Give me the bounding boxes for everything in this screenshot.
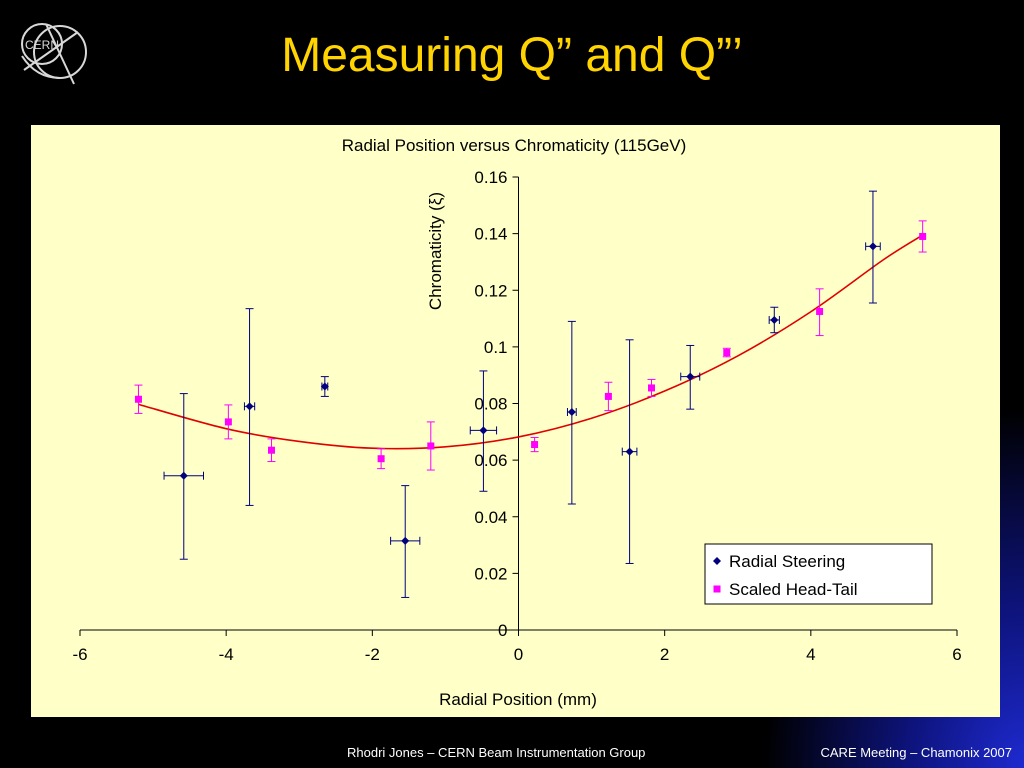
- x-tick-label: 4: [806, 645, 815, 664]
- y-tick-label: 0.14: [474, 225, 507, 244]
- data-point-scaled-head-tail: [224, 418, 232, 426]
- y-tick-label: 0.12: [474, 281, 507, 300]
- x-tick-label: -2: [365, 645, 380, 664]
- data-point-scaled-head-tail: [723, 349, 731, 357]
- data-point-scaled-head-tail: [816, 307, 824, 315]
- data-point-scaled-head-tail: [377, 455, 385, 463]
- chart-title: Radial Position versus Chromaticity (115…: [342, 136, 687, 155]
- footer-left: Rhodri Jones – CERN Beam Instrumentation…: [347, 745, 646, 760]
- data-point-scaled-head-tail: [604, 392, 612, 400]
- chart: Radial Position versus Chromaticity (115…: [72, 136, 961, 709]
- data-point-scaled-head-tail: [134, 395, 142, 403]
- y-axis-label: Chromaticity (ξ): [426, 192, 445, 310]
- data-point-radial-steering: [770, 315, 779, 324]
- data-point-radial-steering: [401, 536, 410, 545]
- data-point-scaled-head-tail: [531, 441, 539, 449]
- footer-right: CARE Meeting – Chamonix 2007: [820, 745, 1013, 760]
- data-point-radial-steering: [625, 447, 634, 456]
- x-tick-label: 0: [514, 645, 523, 664]
- data-point-radial-steering: [567, 407, 576, 416]
- y-tick-label: 0.02: [474, 564, 507, 583]
- slide-title: Measuring Q” and Q”’: [281, 29, 743, 82]
- legend: Radial Steering Scaled Head-Tail: [704, 543, 933, 605]
- data-point-radial-steering: [479, 426, 488, 435]
- data-point-scaled-head-tail: [919, 232, 927, 240]
- x-tick-label: 2: [660, 645, 669, 664]
- y-tick-label: 0.08: [474, 395, 507, 414]
- chart-panel: Radial Position versus Chromaticity (115…: [31, 125, 1000, 717]
- x-tick-label: 6: [952, 645, 961, 664]
- y-tick-label: 0.1: [484, 338, 508, 357]
- y-tick-label: 0.04: [474, 508, 507, 527]
- scaled-head-tail-series: [134, 220, 927, 471]
- y-tick-label: 0.06: [474, 451, 507, 470]
- fit-curve: [138, 234, 924, 450]
- x-tick-label: -4: [219, 645, 234, 664]
- cern-logo: CERN: [21, 23, 87, 85]
- legend-box: [704, 543, 933, 605]
- data-point-radial-steering: [320, 382, 329, 391]
- logo-text: CERN: [25, 38, 59, 52]
- data-point-scaled-head-tail: [648, 384, 656, 392]
- x-tick-label: -6: [72, 645, 87, 664]
- x-axis-label: Radial Position (mm): [439, 690, 597, 709]
- legend-label: Radial Steering: [729, 552, 845, 571]
- data-point-radial-steering: [245, 402, 254, 411]
- data-point-radial-steering: [179, 471, 188, 480]
- y-tick-label: 0: [498, 621, 507, 640]
- data-point-radial-steering: [686, 372, 695, 381]
- legend-marker-radial-steering: [713, 557, 721, 565]
- data-point-scaled-head-tail: [267, 446, 275, 454]
- radial-steering-series: [163, 190, 881, 598]
- data-point-scaled-head-tail: [427, 442, 435, 450]
- y-tick-label: 0.16: [474, 168, 507, 187]
- data-point-radial-steering: [868, 242, 877, 251]
- legend-label: Scaled Head-Tail: [729, 580, 858, 599]
- legend-marker-scaled-head-tail: [713, 585, 721, 593]
